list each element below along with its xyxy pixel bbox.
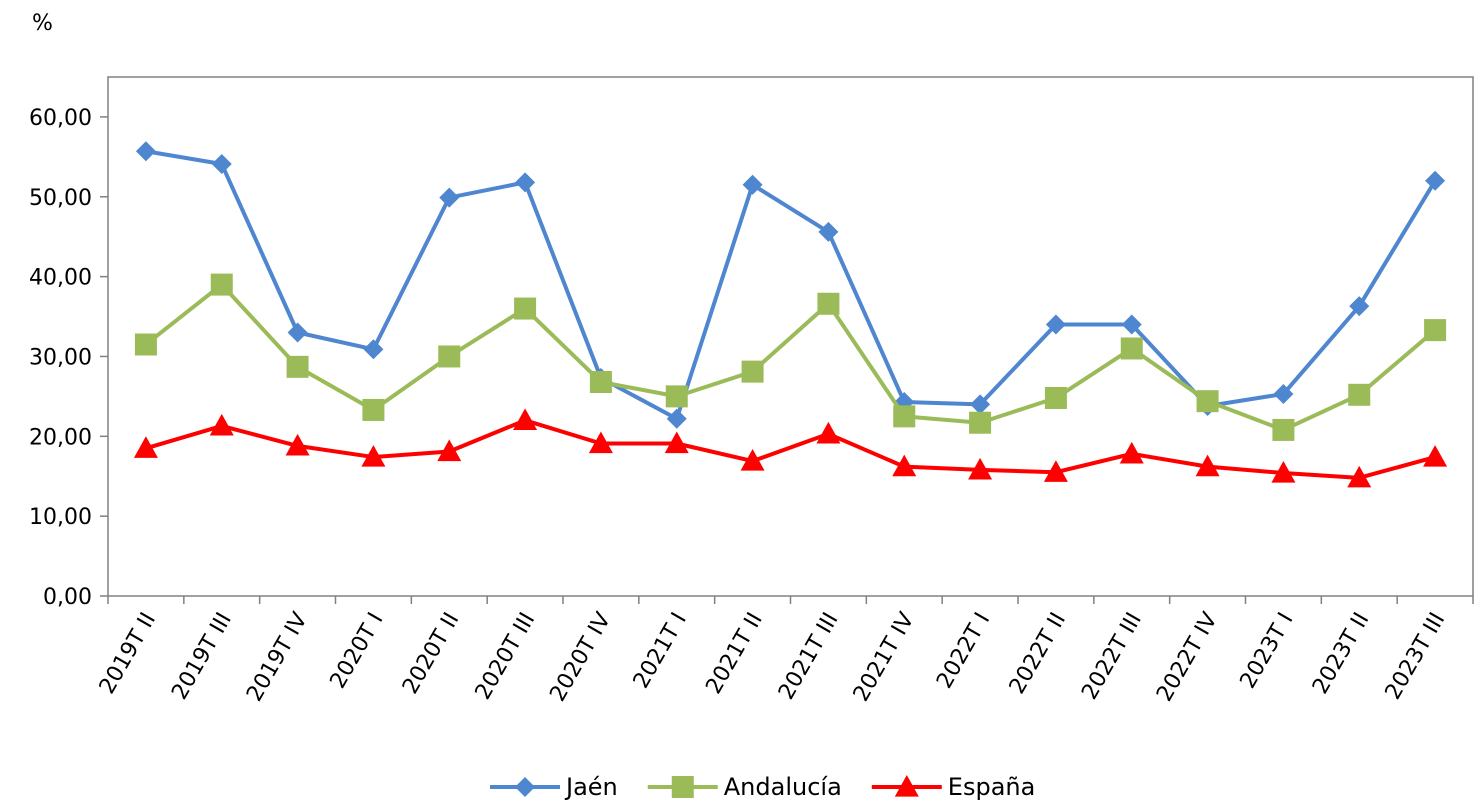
data-point <box>666 408 687 429</box>
data-point <box>665 385 688 408</box>
data-point <box>893 405 916 428</box>
data-point <box>1347 465 1372 488</box>
data-point <box>437 439 462 462</box>
x-tick-label: 2019T II <box>95 609 161 699</box>
data-point <box>439 187 460 208</box>
data-point <box>970 394 991 415</box>
data-point <box>1044 386 1067 409</box>
data-point <box>438 345 461 368</box>
data-point <box>1045 314 1066 335</box>
data-point <box>1348 383 1371 406</box>
y-tick-label: 40,00 <box>29 266 92 291</box>
x-tick-label: 2021T I <box>629 609 692 693</box>
data-point <box>285 433 310 456</box>
y-tick-label: 50,00 <box>29 186 92 211</box>
data-point <box>134 333 157 356</box>
data-point <box>968 457 993 480</box>
data-point <box>1424 319 1447 342</box>
data-point <box>969 411 992 434</box>
data-point <box>1349 296 1370 317</box>
data-point <box>588 431 613 454</box>
data-point <box>664 431 689 454</box>
data-point <box>211 154 232 175</box>
data-point <box>892 454 917 477</box>
data-point <box>1273 383 1294 404</box>
data-point <box>209 413 234 436</box>
data-point <box>816 421 841 444</box>
x-axis-ticks: 2019T II 2019T III 2019T IV 2020T I 2020T II… <box>95 596 1474 706</box>
x-tick-label: 2020T IV <box>545 609 616 706</box>
data-point <box>135 141 156 162</box>
x-tick-label: 2019T IV <box>242 609 313 706</box>
data-point <box>1120 337 1143 360</box>
data-point <box>133 436 158 458</box>
series-line <box>144 282 1437 432</box>
x-tick-label: 2019T III <box>167 609 237 705</box>
x-tick-label: 2023T I <box>1236 609 1299 693</box>
legend: Jaén Andalucía España <box>490 773 1035 801</box>
series-line <box>145 418 1436 480</box>
legend-item: Jaén <box>490 773 618 801</box>
y-tick-label: 10,00 <box>29 505 92 530</box>
x-tick-label: 2021T II <box>701 609 767 699</box>
data-point <box>286 355 309 378</box>
y-axis-ticks: 0,00 10,00 20,00 30,00 40,00 50,00 60,00 <box>29 106 108 610</box>
legend-item: Andalucía <box>647 773 842 801</box>
legend-label: Jaén <box>564 773 618 801</box>
x-tick-label: 2023T III <box>1381 609 1451 705</box>
x-tick-label: 2021T III <box>774 609 844 705</box>
data-point <box>742 174 763 195</box>
data-point <box>818 221 839 242</box>
x-tick-label: 2020T I <box>326 609 389 693</box>
data-point <box>515 172 536 193</box>
series-2 <box>133 408 1448 488</box>
data-point <box>740 449 765 471</box>
x-tick-label: 2023T II <box>1308 609 1374 699</box>
x-tick-label: 2022T III <box>1077 609 1147 705</box>
y-tick-label: 20,00 <box>29 425 92 450</box>
x-tick-label: 2022T IV <box>1152 609 1223 706</box>
data-point <box>1121 314 1142 335</box>
data-point <box>1423 445 1448 467</box>
series-line <box>145 149 1437 421</box>
data-point <box>513 408 538 430</box>
y-axis-unit: % <box>32 11 53 36</box>
legend-label: España <box>948 773 1036 801</box>
legend-marker <box>515 777 535 797</box>
y-tick-label: 0,00 <box>43 585 92 610</box>
data-point <box>1425 170 1446 191</box>
legend-item: España <box>871 773 1036 801</box>
data-point <box>362 398 385 421</box>
data-point <box>514 297 537 320</box>
data-point <box>817 292 840 315</box>
data-point <box>287 322 308 343</box>
legend-label: Andalucía <box>724 773 842 801</box>
x-tick-label: 2021T IV <box>849 609 920 706</box>
data-point <box>741 360 764 383</box>
x-tick-label: 2020T II <box>398 609 464 699</box>
data-point <box>1196 390 1219 413</box>
y-tick-label: 30,00 <box>29 345 92 370</box>
data-point <box>1043 460 1068 482</box>
legend-marker <box>894 775 919 797</box>
x-tick-label: 2022T I <box>932 608 995 692</box>
data-point <box>1272 418 1295 441</box>
data-point <box>363 339 384 360</box>
data-point <box>1119 441 1144 464</box>
data-point <box>1195 454 1220 477</box>
x-tick-label: 2022T II <box>1005 609 1071 699</box>
data-point <box>589 371 612 394</box>
series-layer <box>133 141 1448 488</box>
legend-marker <box>671 776 694 798</box>
series-1 <box>134 273 1447 441</box>
data-point <box>361 445 386 467</box>
data-point <box>1271 461 1296 483</box>
y-tick-label: 60,00 <box>29 106 92 131</box>
data-point <box>210 273 233 296</box>
x-tick-label: 2020T III <box>471 609 541 705</box>
